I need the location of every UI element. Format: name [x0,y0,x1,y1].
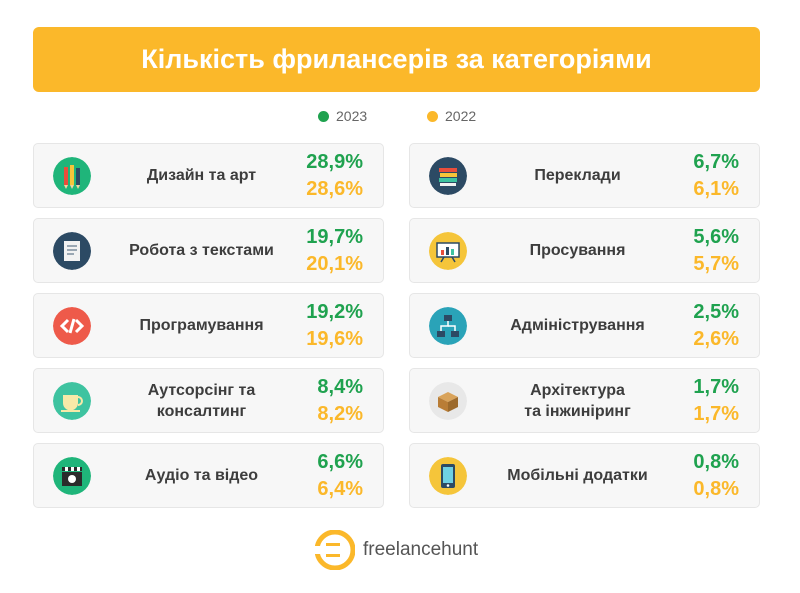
value-2023: 2,5% [693,301,739,323]
legend: 2023 2022 [0,108,800,128]
category-card: Переклади 6,7% 6,1% [409,143,760,208]
category-values: 0,8% 0,8% [693,449,739,503]
category-card: Аутсорсінг та консалтинг 8,4% 8,2% [33,368,384,433]
code-icon [53,307,91,345]
category-label: Аутсорсінг та консалтинг [147,381,256,420]
presentation-icon [429,232,467,270]
category-values: 28,9% 28,6% [306,149,363,203]
title-banner: Кількість фрилансерів за категоріями [33,27,760,92]
legend-dot-2022 [427,110,438,122]
value-2023: 19,2% [306,301,363,323]
freelancehunt-logo-icon [315,530,355,570]
category-label: Архітектура та інжиніринг [524,381,631,420]
page-title: Кількість фрилансерів за категоріями [141,44,652,74]
category-label: Дизайн та арт [146,167,257,184]
category-values: 5,6% 5,7% [693,224,739,278]
category-label: Аудіо та відео [144,467,259,484]
value-2022: 0,8% [693,478,739,500]
value-2022: 20,1% [306,253,363,275]
books-icon [429,157,467,195]
category-values: 6,7% 6,1% [693,149,739,203]
document-icon [53,232,91,270]
category-card: Дизайн та арт 28,9% 28,6% [33,143,384,208]
clapperboard-icon [53,457,91,495]
legend-dot-2023 [318,110,329,122]
pencils-icon [53,157,91,195]
value-2023: 6,6% [317,451,363,473]
category-card: Аудіо та відео 6,6% 6,4% [33,443,384,508]
category-card: Архітектура та інжиніринг 1,7% 1,7% [409,368,760,433]
category-card: Адміністрування 2,5% 2,6% [409,293,760,358]
category-card: Програмування 19,2% 19,6% [33,293,384,358]
network-icon [429,307,467,345]
value-2022: 5,7% [693,253,739,275]
value-2022: 8,2% [317,403,363,425]
legend-label-2022: 2022 [445,108,477,124]
value-2022: 1,7% [693,403,739,425]
value-2023: 28,9% [306,151,363,173]
category-values: 1,7% 1,7% [693,374,739,428]
value-2022: 6,4% [317,478,363,500]
box-icon [429,382,467,420]
value-2023: 1,7% [693,376,739,398]
value-2022: 6,1% [693,178,739,200]
value-2023: 19,7% [306,226,363,248]
category-values: 8,4% 8,2% [317,374,363,428]
value-2022: 28,6% [306,178,363,200]
value-2023: 0,8% [693,451,739,473]
value-2022: 2,6% [693,328,739,350]
category-card: Просування 5,6% 5,7% [409,218,760,283]
category-label: Просування [529,242,626,259]
category-values: 2,5% 2,6% [693,299,739,353]
legend-item-2022: 2022 [427,108,476,124]
category-label: Мобільні додатки [507,467,648,484]
category-label: Переклади [534,167,621,184]
category-values: 6,6% 6,4% [317,449,363,503]
category-label: Робота з текстами [129,242,274,259]
legend-item-2023: 2023 [318,108,367,124]
category-label: Адміністрування [510,317,645,334]
footer-brand: freelancehunt [315,528,478,572]
value-2023: 5,6% [693,226,739,248]
category-label: Програмування [139,317,264,334]
value-2023: 6,7% [693,151,739,173]
smartphone-icon [429,457,467,495]
value-2022: 19,6% [306,328,363,350]
category-card: Робота з текстами 19,7% 20,1% [33,218,384,283]
category-values: 19,7% 20,1% [306,224,363,278]
category-values: 19,2% 19,6% [306,299,363,353]
tea-cup-icon [53,382,91,420]
legend-label-2023: 2023 [336,108,368,124]
category-card: Мобільні додатки 0,8% 0,8% [409,443,760,508]
value-2023: 8,4% [317,376,363,398]
brand-name: freelancehunt [363,539,479,560]
